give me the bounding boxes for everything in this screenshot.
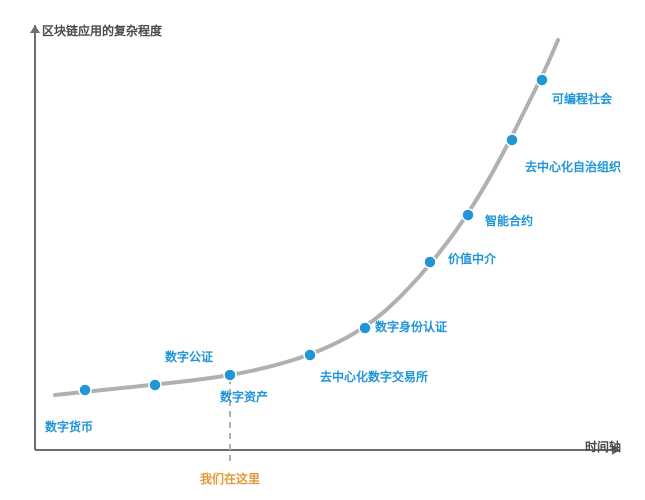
dot-digital-identity	[359, 322, 371, 334]
label-decentralized-exchange: 去中心化数字交易所	[320, 368, 428, 385]
y-axis-label: 区块链应用的复杂程度	[42, 22, 162, 39]
label-smart-contract: 智能合约	[485, 212, 533, 229]
dot-digital-asset	[224, 369, 236, 381]
dot-smart-contract	[462, 209, 474, 221]
chart-svg	[0, 0, 645, 500]
label-digital-identity: 数字身份认证	[375, 318, 447, 335]
label-programmable-society: 可编程社会	[552, 90, 612, 107]
label-digital-notary: 数字公证	[165, 348, 213, 365]
dot-programmable-society	[536, 74, 548, 86]
blockchain-complexity-chart: 区块链应用的复杂程度 时间轴 数字货币 数字公证数字资产 去中心化数字交易所 数字身份…	[0, 0, 645, 500]
current-position-marker-label: 我们在这里	[200, 470, 260, 487]
x-axis-label: 时间轴	[585, 438, 621, 455]
dot-digital-notary	[149, 379, 161, 391]
label-dao: 去中心化自治组织	[525, 158, 621, 175]
dot-decentralized-exchange	[304, 349, 316, 361]
dot-dao	[506, 134, 518, 146]
label-digital-currency: 数字货币	[45, 418, 93, 435]
dot-digital-currency	[79, 384, 91, 396]
dot-value-intermediary	[424, 256, 436, 268]
label-value-intermediary: 价值中介	[448, 250, 496, 267]
label-digital-asset: 数字资产	[220, 388, 268, 405]
